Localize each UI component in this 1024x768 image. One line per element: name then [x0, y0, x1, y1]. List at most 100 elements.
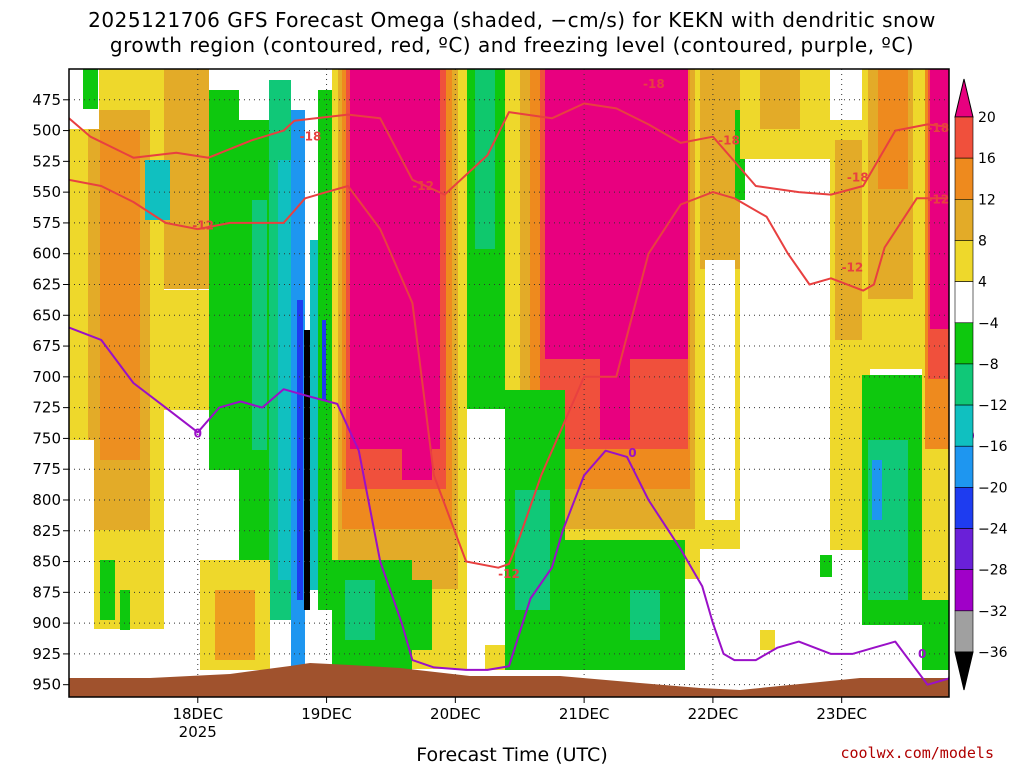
colorbar-label: 16	[978, 151, 996, 167]
colorbar-bin	[954, 487, 974, 529]
colorbar-label: −36	[978, 645, 1008, 661]
x-tick-label: 19DEC	[301, 705, 352, 723]
contour-label: -18	[847, 170, 869, 184]
colorbar-label: −8	[978, 357, 999, 373]
y-tick-label: 575	[32, 214, 61, 232]
colorbar-bin	[954, 240, 974, 282]
x-tick-label: 18DEC	[172, 705, 223, 723]
contour-label: -18	[718, 133, 740, 147]
y-tick-label: 600	[32, 245, 61, 263]
y-tick-label: 475	[32, 91, 61, 109]
y-tick-label: 700	[32, 368, 61, 386]
contour-label: 0	[194, 426, 202, 440]
contour-label: -18	[927, 121, 949, 135]
contour-line	[69, 102, 949, 196]
omega-cell	[145, 160, 170, 220]
omega-cell	[705, 260, 735, 520]
y-tick-label: 750	[32, 429, 61, 447]
omega-cell	[164, 290, 209, 410]
omega-cell	[304, 330, 310, 610]
y-tick-label: 675	[32, 337, 61, 355]
y-tick-label: 550	[32, 183, 61, 201]
omega-cell	[515, 490, 550, 610]
colorbar-bin	[954, 157, 974, 200]
colorbar-label: 4	[978, 275, 987, 291]
y-tick-label: 900	[32, 614, 61, 632]
colorbar-label: 8	[978, 233, 987, 249]
y-tick-label: 775	[32, 460, 61, 478]
colorbar-bin	[954, 445, 974, 488]
omega-cell	[120, 590, 130, 630]
omega-cell	[164, 69, 209, 289]
colorbar-label: −4	[978, 316, 999, 332]
omega-cell	[922, 600, 949, 670]
omega-shading	[69, 69, 949, 670]
y-tick-label: 525	[32, 152, 61, 170]
y-tick-label: 925	[32, 645, 61, 663]
colorbar-bin	[954, 363, 974, 406]
omega-cell	[872, 460, 882, 520]
chart-title-line-2: growth region (contoured, red, ºC) and f…	[109, 33, 915, 57]
colorbar-bin	[954, 569, 974, 612]
x-tick-label: 21DEC	[559, 705, 610, 723]
omega-cell	[410, 580, 432, 650]
y-tick-label: 725	[32, 399, 61, 417]
colorbar-label: −32	[978, 604, 1008, 620]
colorbar-label: −24	[978, 522, 1008, 538]
contour-line	[69, 326, 949, 686]
colorbar-cap-top	[954, 78, 974, 118]
credit-text: coolwx.com/models	[840, 744, 994, 762]
colorbar-bin	[954, 404, 974, 447]
plot-frame	[68, 68, 950, 698]
colorbar-label: −28	[978, 563, 1008, 579]
contour-label: 0	[628, 446, 636, 460]
colorbar-bin	[954, 322, 974, 365]
y-tick-label: 650	[32, 306, 61, 324]
x-axis-title: Forecast Time (UTC)	[416, 744, 608, 766]
contour-line	[69, 178, 949, 569]
x-tick-label: 23DEC	[816, 705, 867, 723]
contour-label: -18	[300, 130, 322, 144]
y-tick-label: 500	[32, 122, 61, 140]
terrain	[69, 663, 949, 697]
y-tick-label: 825	[32, 522, 61, 540]
colorbar-cap-bottom	[954, 651, 974, 691]
x-tick-year-label: 2025	[179, 723, 217, 741]
omega-cell	[760, 69, 800, 129]
x-tick-label: 20DEC	[430, 705, 481, 723]
omega-cell	[297, 300, 303, 600]
grid-lines	[69, 69, 949, 697]
omega-cell	[310, 240, 318, 590]
contour-label: -12	[192, 218, 214, 232]
y-axis: 475 500 525 550 575 600 625 650 675 700 725 750 775 8…	[32, 91, 69, 694]
contour-label: -12	[842, 260, 864, 274]
omega-cell	[630, 590, 660, 640]
contour-label: -12	[927, 193, 949, 207]
colorbar-bin	[954, 281, 974, 324]
colorbar-bin	[954, 116, 974, 159]
omega-cell	[565, 540, 685, 670]
contour-labels: -18-18-18-18-18-12-12-12-12-120000	[192, 77, 974, 661]
chart-title-line-1: 2025121706 GFS Forecast Omega (shaded, −…	[88, 8, 936, 32]
colorbar: 20 16 12 8 4 −4 −8 −12 −16 −20 −24 −28 −32 −36	[954, 78, 1008, 691]
x-tick-label: 22DEC	[688, 705, 739, 723]
omega-cell	[83, 69, 98, 109]
colorbar-label: −16	[978, 439, 1008, 455]
omega-cell	[475, 69, 495, 249]
omega-cell	[467, 410, 505, 610]
omega-cell	[322, 320, 326, 400]
contour-label: 0	[918, 647, 926, 661]
colorbar-label: −12	[978, 398, 1008, 414]
omega-cell	[820, 555, 832, 577]
colorbar-label: 20	[978, 110, 996, 126]
colorbar-label: 12	[978, 192, 996, 208]
omega-cell	[100, 560, 115, 620]
contour-lines	[69, 102, 949, 686]
omega-cell	[100, 130, 140, 460]
colorbar-bin	[954, 528, 974, 570]
omega-cell	[215, 590, 255, 660]
omega-cell	[69, 440, 94, 640]
